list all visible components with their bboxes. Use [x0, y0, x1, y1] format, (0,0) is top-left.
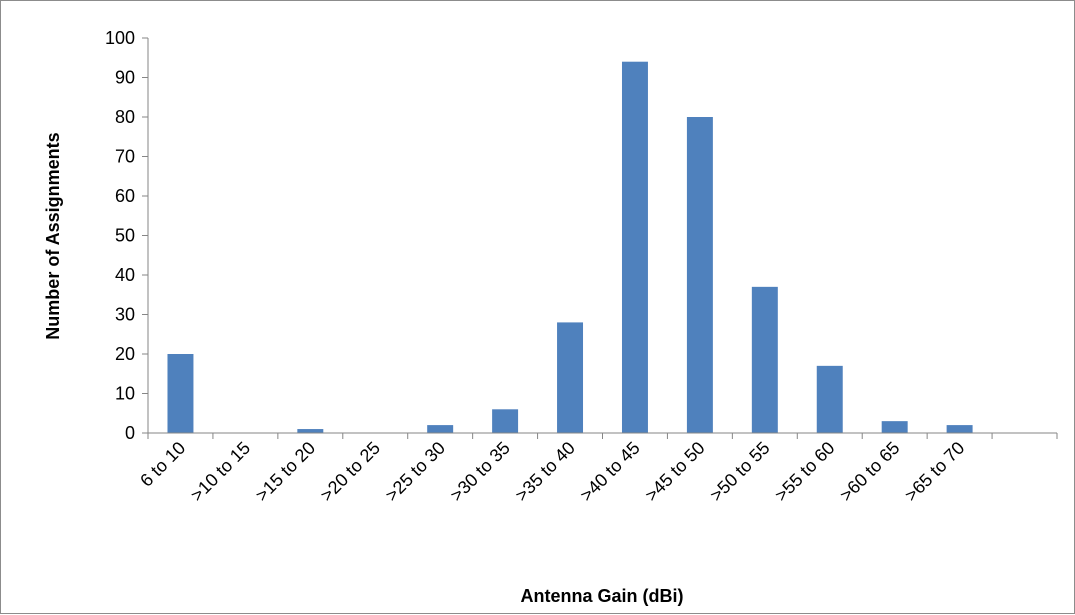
x-tick-label: 6 to 10 — [136, 438, 189, 491]
y-tick-label: 70 — [115, 147, 135, 167]
x-tick-label: >40 to 45 — [576, 438, 644, 506]
y-tick-label: 30 — [115, 305, 135, 325]
x-tick-label: >45 to 50 — [641, 438, 709, 506]
axes-layer — [142, 37, 1058, 439]
y-tick-label: 10 — [115, 384, 135, 404]
labels-layer: 0 10 20 30 40 50 60 70 80 90 100 6 to 10>10 to 15>1… — [105, 28, 968, 505]
bar — [492, 409, 519, 433]
y-tick-label: 100 — [105, 28, 135, 48]
y-tick-label: 50 — [115, 226, 135, 246]
x-tick-label: >60 to 65 — [836, 438, 904, 506]
y-tick-label: 90 — [115, 68, 135, 88]
bar — [686, 117, 713, 433]
bars-layer — [167, 61, 973, 433]
bar — [427, 425, 454, 433]
x-tick-label: >55 to 60 — [771, 438, 839, 506]
y-tick-label: 80 — [115, 107, 135, 127]
x-tick-label: >20 to 25 — [316, 438, 384, 506]
y-tick-label: 0 — [125, 423, 135, 443]
x-tick-label: >35 to 40 — [511, 438, 579, 506]
x-tick-label: >50 to 55 — [706, 438, 774, 506]
x-tick-label: >25 to 30 — [381, 438, 449, 506]
x-tick-label: >15 to 20 — [252, 438, 320, 506]
bar — [881, 421, 908, 433]
y-tick-label: 60 — [115, 186, 135, 206]
bar — [946, 425, 973, 433]
y-tick-label: 40 — [115, 265, 135, 285]
x-tick-label: >30 to 35 — [446, 438, 514, 506]
bar — [297, 429, 324, 433]
x-tick-label: >10 to 15 — [187, 438, 255, 506]
y-tick-label: 20 — [115, 344, 135, 364]
x-tick-label: >65 to 70 — [901, 438, 969, 506]
x-axis-title: Antenna Gain (dBi) — [521, 586, 684, 606]
y-axis-title: Number of Assignments — [43, 132, 63, 339]
bar — [167, 354, 194, 433]
bar — [557, 322, 584, 433]
bar — [816, 365, 843, 433]
bar — [621, 61, 648, 433]
bar — [751, 286, 778, 433]
